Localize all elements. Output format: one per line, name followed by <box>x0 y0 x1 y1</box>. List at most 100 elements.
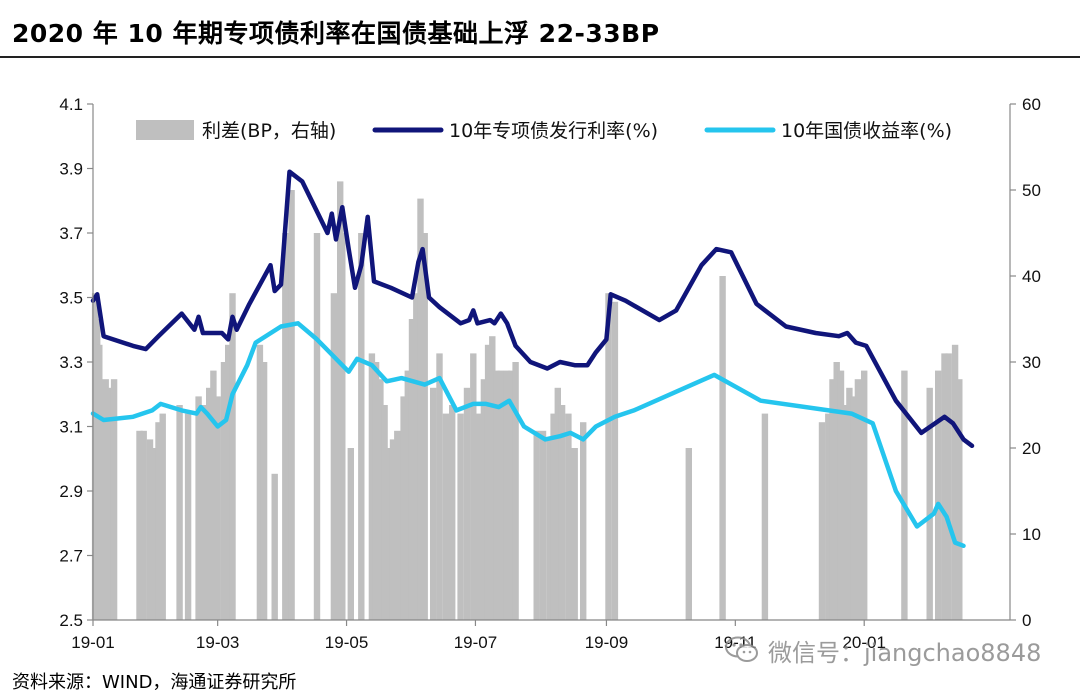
x-tick-label: 19-07 <box>454 633 497 652</box>
spread-bar <box>508 370 515 620</box>
special-bond-rate-line <box>90 169 975 449</box>
legend-label: 10年国债收益率(%) <box>781 120 952 142</box>
left-y-tick-label: 2.5 <box>59 611 83 630</box>
left-y-tick-label: 3.1 <box>59 418 83 437</box>
spread-bar <box>476 413 483 620</box>
spread-bar <box>417 198 424 620</box>
spread-bar <box>512 362 519 620</box>
spread-bar <box>225 344 232 620</box>
spread-bar <box>389 439 397 620</box>
spread-bar <box>571 448 578 620</box>
spread-bar <box>554 387 561 620</box>
spread-bar <box>956 379 963 620</box>
spread-bar <box>854 379 862 620</box>
spread-bar <box>408 319 416 620</box>
spread-bar <box>140 430 147 620</box>
spread-bar <box>377 379 384 620</box>
spread-bar <box>941 353 948 620</box>
left-y-tick-label: 3.9 <box>59 160 83 179</box>
right-y-tick-label: 60 <box>1022 95 1041 114</box>
right-y-tick-label: 10 <box>1022 525 1041 544</box>
spread-bar <box>489 336 496 620</box>
right-y-tick-label: 40 <box>1022 267 1041 286</box>
spread-bar <box>282 233 289 620</box>
x-tick-label: 19-01 <box>71 633 114 652</box>
spread-bar <box>842 405 849 620</box>
spread-bar <box>184 413 192 620</box>
spread-bar <box>497 370 504 620</box>
spread-bar <box>159 413 166 620</box>
chart-canvas: 2.5 2.7 2.9 3.1 3.3 3.5 3.7 3.9 4.1 0 10 20 30 40 50 60… <box>59 95 1041 652</box>
spread-bar <box>503 370 511 620</box>
spread-bar <box>199 405 207 620</box>
spread-bar <box>611 301 619 620</box>
right-y-tick-label: 20 <box>1022 439 1041 458</box>
spread-bar <box>347 448 354 620</box>
spread-bar <box>546 439 553 620</box>
spread-bar <box>421 233 428 620</box>
spread-bar <box>430 387 437 620</box>
spread-bar <box>381 405 388 620</box>
spread-bar <box>339 233 346 620</box>
right-y-tick-label: 0 <box>1022 611 1031 630</box>
spread-bar <box>463 387 471 620</box>
spread-bar <box>480 379 488 620</box>
spread-bar <box>565 413 572 620</box>
legend-label: 利差(BP，右轴) <box>202 120 336 142</box>
spread-bar <box>901 370 908 620</box>
x-tick-label: 19-05 <box>325 633 368 652</box>
spread-bar <box>210 370 217 620</box>
right-y-tick-label: 50 <box>1022 181 1041 200</box>
legend-label: 10年专项债发行利率(%) <box>449 120 658 142</box>
spread-bar <box>220 362 228 620</box>
left-y-tick-label: 3.3 <box>59 353 83 372</box>
watermark: 微信号：jiangchao8848 <box>724 630 1041 670</box>
left-y-tick-label: 2.7 <box>59 547 83 566</box>
spread-bar <box>442 413 450 620</box>
spread-bar <box>394 430 401 620</box>
spread-bar <box>385 448 392 620</box>
spread-bar <box>470 353 477 620</box>
x-tick-label: 19-09 <box>585 633 628 652</box>
spread-bar <box>136 430 143 620</box>
chart-title: 2020 年 10 年期专项债利率在国债基础上浮 22-33BP <box>12 19 660 48</box>
watermark-text: 微信号：jiangchao8848 <box>768 638 1042 667</box>
spread-bar <box>761 413 769 620</box>
spread-bar <box>358 233 365 620</box>
spread-bar <box>558 405 566 620</box>
spread-bar <box>833 362 840 620</box>
spread-bar <box>436 353 443 620</box>
chart-legend: 利差(BP，右轴) 10年专项债发行利率(%) 10年国债收益率(%) <box>136 120 952 142</box>
spread-bar <box>271 473 278 620</box>
spread-bar <box>146 439 154 620</box>
spread-bars <box>91 181 963 620</box>
spread-bar <box>837 370 845 620</box>
spread-bar <box>935 370 942 620</box>
spread-bar <box>829 379 836 620</box>
spread-bar <box>110 379 118 620</box>
spread-bar <box>229 293 236 620</box>
spread-bar <box>151 448 158 620</box>
wechat-icon <box>725 636 758 662</box>
spread-bar <box>719 276 726 620</box>
spread-bar <box>372 362 380 620</box>
spread-bar <box>106 387 114 620</box>
spread-bar <box>493 370 500 620</box>
spread-bar <box>846 387 853 620</box>
left-y-tick-label: 3.7 <box>59 224 83 243</box>
spread-bar <box>96 344 103 620</box>
source-note: 资料来源：WIND，海通证券研究所 <box>12 672 297 693</box>
spread-bar <box>102 379 109 620</box>
spread-bar <box>457 413 464 620</box>
spread-bar <box>155 422 162 620</box>
spread-bar <box>825 413 832 620</box>
spread-bar <box>256 344 264 620</box>
treasury-yield-line <box>90 321 966 549</box>
spread-bar <box>368 353 376 620</box>
spread-bar <box>214 396 221 620</box>
spread-bar <box>533 430 540 620</box>
legend-swatch-spread <box>136 120 194 140</box>
spread-bar <box>484 344 492 620</box>
spread-bar <box>313 233 321 620</box>
left-y-tick-label: 2.9 <box>59 482 83 501</box>
